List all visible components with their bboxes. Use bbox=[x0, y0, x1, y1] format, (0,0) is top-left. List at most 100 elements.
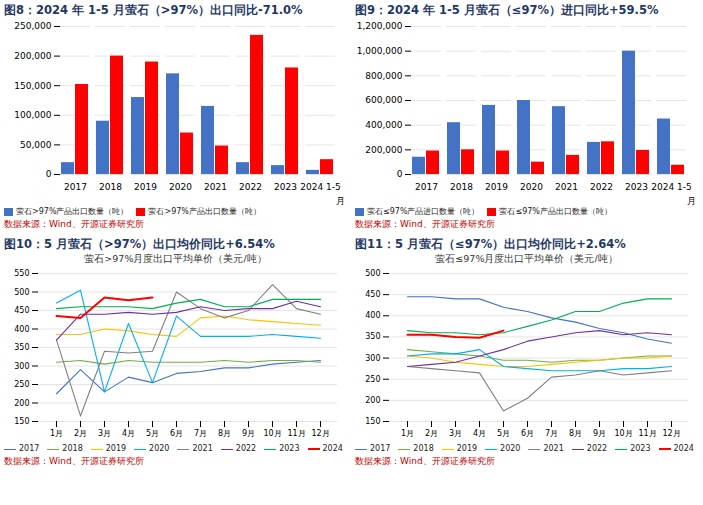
svg-text:2022: 2022 bbox=[590, 182, 613, 192]
svg-text:6月: 6月 bbox=[521, 429, 534, 438]
svg-text:3月: 3月 bbox=[98, 429, 111, 438]
svg-text:500: 500 bbox=[14, 288, 29, 297]
svg-text:250: 250 bbox=[365, 375, 380, 384]
svg-text:150: 150 bbox=[365, 417, 380, 426]
svg-text:300: 300 bbox=[365, 354, 380, 363]
svg-text:7月: 7月 bbox=[194, 429, 207, 438]
svg-text:350: 350 bbox=[14, 343, 29, 352]
html-text:2022: 2022 bbox=[586, 444, 608, 453]
svg-text:500: 500 bbox=[365, 269, 380, 278]
svg-text:10月: 10月 bbox=[614, 429, 632, 438]
svg-text:200: 200 bbox=[14, 399, 29, 408]
svg-text:600,000: 600,000 bbox=[365, 95, 402, 105]
html-text:2017: 2017 bbox=[370, 444, 391, 453]
svg-text:4月: 4月 bbox=[122, 429, 135, 438]
svg-text:1,200,000: 1,200,000 bbox=[357, 21, 403, 31]
svg-text:2018: 2018 bbox=[450, 182, 473, 192]
svg-text:2019: 2019 bbox=[485, 182, 508, 192]
svg-text:1月: 1月 bbox=[50, 429, 63, 438]
svg-text:2020: 2020 bbox=[520, 182, 543, 192]
svg-text:2021: 2021 bbox=[555, 182, 578, 192]
html-text:萤石≤97%产品出口数量（吨）: 萤石≤97%产品出口数量（吨） bbox=[499, 207, 612, 216]
svg-text:150: 150 bbox=[14, 417, 29, 426]
svg-text:2019: 2019 bbox=[134, 182, 157, 192]
svg-text:11月: 11月 bbox=[638, 429, 656, 438]
svg-text:2020: 2020 bbox=[169, 182, 192, 192]
html-text:2018: 2018 bbox=[413, 444, 434, 453]
svg-text:100,000: 100,000 bbox=[14, 110, 51, 120]
html-text:萤石>97%产品出口数量（吨）: 萤石>97%产品出口数量（吨） bbox=[16, 207, 129, 216]
svg-text:1,000,000: 1,000,000 bbox=[357, 46, 403, 56]
svg-text:2021: 2021 bbox=[204, 182, 227, 192]
svg-text:200,000: 200,000 bbox=[365, 145, 402, 155]
html-text:数据来源：Wind、开源证券研究所: 数据来源：Wind、开源证券研究所 bbox=[355, 456, 495, 466]
html-text:数据来源：Wind、开源证券研究所: 数据来源：Wind、开源证券研究所 bbox=[4, 456, 144, 466]
html-text:萤石≤97%月度出口平均单价（美元/吨）: 萤石≤97%月度出口平均单价（美元/吨） bbox=[435, 253, 618, 264]
svg-text:9月: 9月 bbox=[242, 429, 255, 438]
svg-text:2022: 2022 bbox=[239, 182, 262, 192]
svg-text:400: 400 bbox=[365, 311, 380, 320]
svg-text:200,000: 200,000 bbox=[14, 51, 51, 61]
svg-text:200: 200 bbox=[365, 396, 380, 405]
svg-text:12月: 12月 bbox=[311, 429, 329, 438]
svg-text:2月: 2月 bbox=[74, 429, 87, 438]
html-text:2020: 2020 bbox=[500, 444, 521, 453]
svg-text:1月: 1月 bbox=[401, 429, 414, 438]
html-text:2020: 2020 bbox=[149, 444, 170, 453]
html-text:2021: 2021 bbox=[543, 444, 564, 453]
html-text:图8：2024 年 1-5 月萤石（>97%）出口同比-71: 图8：2024 年 1-5 月萤石（>97%）出口同比-71.0% bbox=[4, 3, 303, 17]
svg-text:50,000: 50,000 bbox=[20, 140, 52, 150]
svg-text:800,000: 800,000 bbox=[365, 71, 402, 81]
svg-text:450: 450 bbox=[365, 290, 380, 299]
html-text:萤石>97%月度出口平均单价（美元/吨）: 萤石>97%月度出口平均单价（美元/吨） bbox=[84, 253, 267, 264]
svg-text:2024 1-5: 2024 1-5 bbox=[300, 182, 340, 192]
svg-text:2月: 2月 bbox=[425, 429, 438, 438]
html-text:2024: 2024 bbox=[322, 444, 343, 453]
svg-text:6月: 6月 bbox=[170, 429, 183, 438]
svg-text:3月: 3月 bbox=[449, 429, 462, 438]
svg-text:月: 月 bbox=[336, 196, 345, 206]
svg-text:11月: 11月 bbox=[287, 429, 305, 438]
html-text:数据来源：Wind、开源证券研究所: 数据来源：Wind、开源证券研究所 bbox=[4, 219, 144, 229]
html-text:图11：5 月萤石（≤97%）出口均价同比+2.64%: 图11：5 月萤石（≤97%）出口均价同比+2.64% bbox=[355, 237, 626, 251]
html-text:萤石>97%产品出口数量（吨）: 萤石>97%产品出口数量（吨） bbox=[148, 207, 261, 216]
html-text:2023: 2023 bbox=[279, 444, 300, 453]
svg-text:10月: 10月 bbox=[263, 429, 281, 438]
html-text:图10：5 月萤石（>97%）出口均价同比+6.54%: 图10：5 月萤石（>97%）出口均价同比+6.54% bbox=[4, 237, 275, 251]
svg-text:2017: 2017 bbox=[415, 182, 438, 192]
svg-text:9月: 9月 bbox=[593, 429, 606, 438]
html-text:数据来源：Wind、开源证券研究所: 数据来源：Wind、开源证券研究所 bbox=[355, 219, 495, 229]
svg-text:2024 1-5: 2024 1-5 bbox=[651, 182, 691, 192]
html-text:萤石≤97%产品进口数量（吨）: 萤石≤97%产品进口数量（吨） bbox=[367, 207, 480, 216]
svg-text:8月: 8月 bbox=[569, 429, 582, 438]
svg-text:5月: 5月 bbox=[497, 429, 510, 438]
svg-text:400: 400 bbox=[14, 325, 29, 334]
svg-text:8月: 8月 bbox=[218, 429, 231, 438]
svg-text:12月: 12月 bbox=[662, 429, 680, 438]
svg-text:7月: 7月 bbox=[545, 429, 558, 438]
html-text:2019: 2019 bbox=[456, 444, 478, 453]
html-text:2018: 2018 bbox=[62, 444, 83, 453]
svg-text:2023: 2023 bbox=[625, 182, 648, 192]
svg-text:300: 300 bbox=[14, 362, 29, 371]
html-text:2021: 2021 bbox=[192, 444, 213, 453]
svg-text:2018: 2018 bbox=[99, 182, 122, 192]
svg-text:250,000: 250,000 bbox=[14, 21, 51, 31]
svg-text:400,000: 400,000 bbox=[365, 120, 402, 130]
svg-text:5月: 5月 bbox=[146, 429, 159, 438]
svg-text:150,000: 150,000 bbox=[14, 81, 51, 91]
svg-text:350: 350 bbox=[365, 332, 380, 341]
html-text:图9：2024 年 1-5 月萤石（≤97%）进口同比+59: 图9：2024 年 1-5 月萤石（≤97%）进口同比+59.5% bbox=[355, 3, 659, 17]
svg-text:550: 550 bbox=[14, 269, 29, 278]
svg-text:2017: 2017 bbox=[64, 182, 87, 192]
svg-text:4月: 4月 bbox=[473, 429, 486, 438]
html-text:2019: 2019 bbox=[105, 444, 127, 453]
html-text:2022: 2022 bbox=[235, 444, 257, 453]
svg-text:450: 450 bbox=[14, 306, 29, 315]
svg-text:0: 0 bbox=[397, 169, 403, 179]
svg-text:250: 250 bbox=[14, 380, 29, 389]
html-text:2017: 2017 bbox=[19, 444, 40, 453]
svg-text:月: 月 bbox=[687, 196, 696, 206]
svg-text:0: 0 bbox=[46, 169, 52, 179]
svg-text:2023: 2023 bbox=[274, 182, 297, 192]
